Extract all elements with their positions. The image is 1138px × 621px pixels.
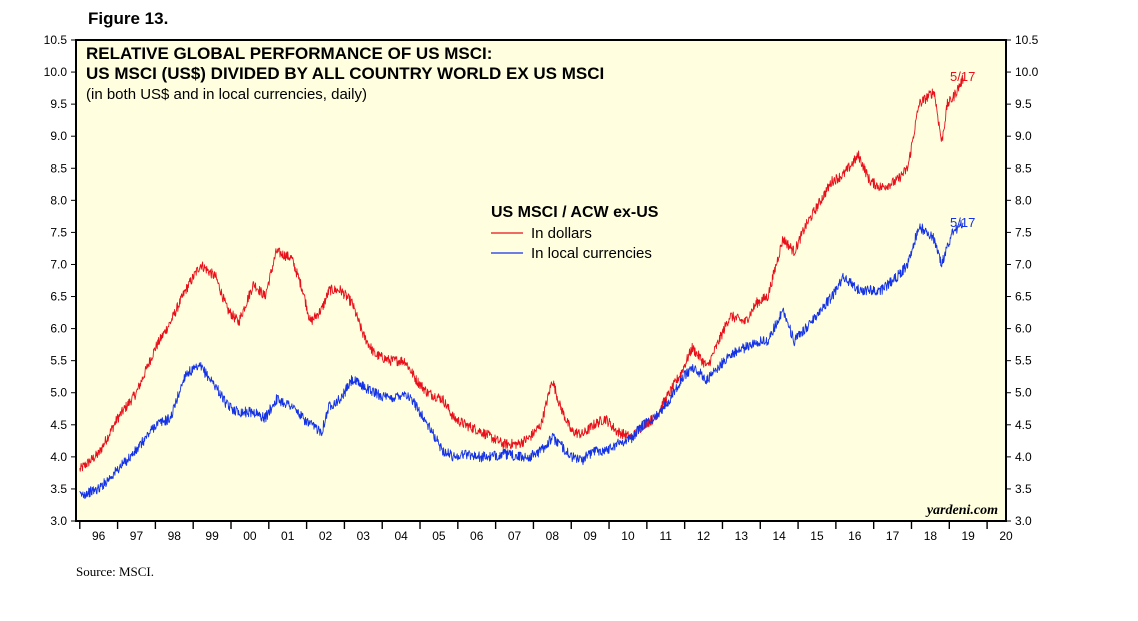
y-tick-label-right: 7.5 [1015,225,1032,239]
x-tick-label: 09 [583,529,597,543]
y-tick-label-left: 10.5 [44,33,68,47]
y-tick-label-right: 5.5 [1015,354,1032,368]
x-tick-label: 16 [848,529,862,543]
y-tick-label-left: 4.0 [50,450,67,464]
legend-label-local: In local currencies [531,245,652,262]
x-tick-label: 01 [281,529,295,543]
y-tick-label-right: 9.0 [1015,129,1032,143]
y-tick-label-left: 6.0 [50,322,67,336]
y-tick-label-left: 3.5 [50,482,67,496]
y-tick-label-left: 7.5 [50,225,67,239]
figure-label: Figure 13. [88,9,169,28]
x-tick-label: 11 [660,529,673,543]
y-tick-label-right: 8.0 [1015,193,1032,207]
y-tick-label-left: 5.5 [50,354,67,368]
x-tick-label: 14 [772,529,786,543]
y-tick-label-left: 7.0 [50,257,67,271]
y-tick-label-right: 9.5 [1015,97,1032,111]
y-tick-label-right: 3.5 [1015,482,1032,496]
x-tick-label: 06 [470,529,484,543]
series-group [79,74,964,499]
series-line-local [79,219,964,499]
plot-background [76,40,1006,521]
y-tick-label-right: 6.0 [1015,322,1032,336]
x-tick-label: 97 [130,529,144,543]
y-tick-label-right: 10.0 [1015,65,1039,79]
watermark: yardeni.com [925,503,998,518]
axes: 3.0 3.0 3.5 3.5 4.0 4.0 4.5 4.5 5.0 5.0 5.5 5.5 6.0 6… [44,33,1039,543]
x-tick-label: 96 [92,529,106,543]
x-tick-label: 13 [735,529,749,543]
end-label-local: 5/17 [950,215,975,230]
y-tick-label-left: 8.0 [50,193,67,207]
series-line-dollars [79,74,964,472]
x-tick-label: 19 [962,529,976,543]
x-tick-label: 08 [546,529,560,543]
y-tick-label-right: 5.0 [1015,386,1032,400]
x-tick-label: 00 [243,529,257,543]
x-tick-label: 12 [697,529,711,543]
y-tick-label-left: 9.0 [50,129,67,143]
y-tick-label-left: 8.5 [50,161,67,175]
source-note: Source: MSCI. [76,564,154,579]
end-label-dollars: 5/17 [950,69,975,84]
x-tick-label: 02 [319,529,333,543]
x-tick-label: 03 [357,529,371,543]
x-tick-label: 04 [394,529,408,543]
x-tick-label: 07 [508,529,522,543]
y-tick-label-left: 6.5 [50,290,67,304]
x-tick-label: 17 [886,529,900,543]
y-tick-label-left: 9.5 [50,97,67,111]
x-tick-label: 18 [924,529,938,543]
y-tick-label-left: 10.0 [44,65,68,79]
y-tick-label-right: 6.5 [1015,290,1032,304]
x-tick-label: 15 [810,529,824,543]
y-tick-label-right: 7.0 [1015,257,1032,271]
x-tick-label: 10 [621,529,635,543]
legend-title: US MSCI / ACW ex-US [491,204,659,221]
chart-subtitle: (in both US$ and in local currencies, da… [86,86,367,103]
legend-label-dollars: In dollars [531,225,592,242]
y-tick-label-right: 4.0 [1015,450,1032,464]
y-tick-label-right: 10.5 [1015,33,1039,47]
x-tick-label: 99 [205,529,219,543]
y-tick-label-left: 4.5 [50,418,67,432]
chart-title-line2: US MSCI (US$) DIVIDED BY ALL COUNTRY WOR… [86,64,604,83]
y-tick-label-right: 4.5 [1015,418,1032,432]
plot-frame [75,39,1007,522]
x-tick-label: 20 [999,529,1013,543]
chart-title-line1: RELATIVE GLOBAL PERFORMANCE OF US MSCI: [86,44,492,63]
x-tick-label: 05 [432,529,446,543]
y-tick-label-right: 3.0 [1015,514,1032,528]
x-tick-label: 98 [168,529,182,543]
y-tick-label-left: 3.0 [50,514,67,528]
y-tick-label-left: 5.0 [50,386,67,400]
y-tick-label-right: 8.5 [1015,161,1032,175]
